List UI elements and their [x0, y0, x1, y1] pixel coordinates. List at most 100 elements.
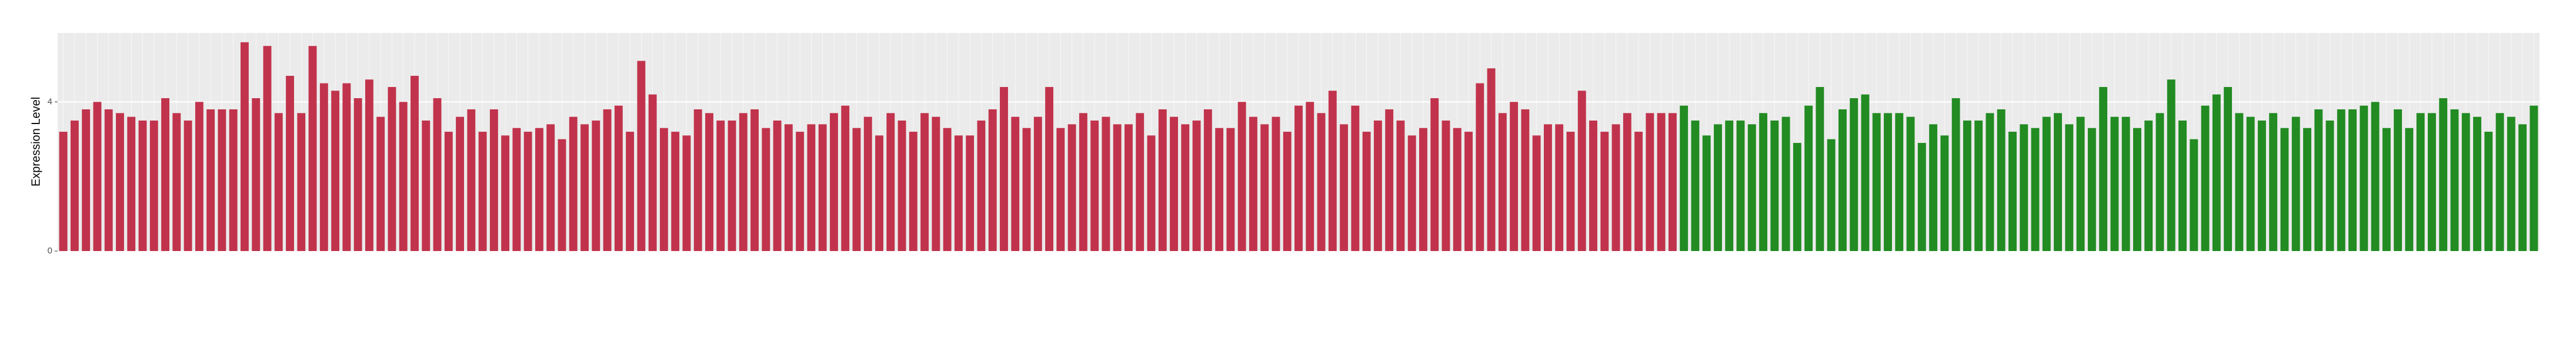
bar — [1714, 124, 1722, 251]
bar — [1283, 132, 1292, 251]
bar — [2439, 98, 2448, 251]
bar — [1668, 113, 1677, 251]
bar — [2201, 105, 2210, 251]
bar — [1272, 116, 1280, 251]
bar — [422, 121, 431, 251]
bar — [1532, 135, 1541, 251]
bar — [739, 113, 748, 251]
bar — [183, 121, 192, 251]
bar — [637, 61, 646, 252]
bar — [1033, 116, 1042, 251]
bar — [2008, 132, 2017, 251]
bar — [1011, 116, 1020, 251]
bar — [1022, 128, 1031, 251]
bar — [1340, 124, 1349, 251]
bar — [1566, 132, 1575, 251]
bar — [2280, 128, 2289, 251]
bar — [2212, 94, 2221, 251]
bar — [796, 132, 805, 251]
bar — [1940, 135, 1949, 251]
bar — [659, 128, 668, 251]
bar — [954, 135, 963, 251]
bar — [2269, 113, 2278, 251]
bar — [1419, 128, 1427, 251]
bar — [263, 46, 272, 251]
bar — [1442, 121, 1450, 251]
bar — [1997, 109, 2006, 251]
bar — [1906, 116, 1915, 251]
bar — [297, 113, 306, 251]
bar — [161, 98, 169, 251]
bar — [1056, 128, 1065, 251]
bar — [943, 128, 952, 251]
bar — [1872, 113, 1881, 251]
bar — [2144, 121, 2153, 251]
bar — [149, 121, 158, 251]
bar — [1192, 121, 1201, 251]
bar — [2224, 86, 2233, 251]
bar — [841, 105, 850, 251]
y-axis-label: Expression Level — [29, 97, 42, 186]
bar — [2394, 109, 2403, 251]
bar — [2473, 116, 2481, 251]
bar — [1430, 98, 1439, 251]
bar — [1215, 128, 1224, 251]
bar — [2087, 128, 2096, 251]
bar — [1249, 116, 1257, 251]
bar — [1067, 124, 1076, 251]
bar — [558, 139, 566, 251]
bar — [2020, 124, 2028, 251]
bar — [59, 132, 68, 251]
bar — [2428, 113, 2436, 251]
bar — [580, 124, 589, 251]
bar — [2348, 109, 2357, 251]
bar — [2337, 109, 2345, 251]
bar — [2291, 116, 2300, 251]
bar — [2303, 128, 2311, 251]
bar — [1974, 121, 1983, 251]
bar — [1498, 113, 1507, 251]
bar — [1351, 105, 1360, 251]
bar — [388, 86, 396, 251]
bar — [2405, 128, 2414, 251]
bar — [2495, 113, 2504, 251]
bar — [1555, 124, 1564, 251]
bar — [1917, 143, 1926, 251]
bar — [93, 102, 102, 251]
bar — [456, 116, 465, 251]
bar — [2190, 139, 2198, 251]
bar — [1963, 121, 1971, 251]
bar — [546, 124, 555, 251]
bar — [319, 83, 328, 251]
bar — [2099, 86, 2108, 251]
bar — [807, 124, 816, 251]
bar — [1373, 121, 1382, 251]
bar — [716, 121, 725, 251]
bar — [229, 109, 238, 251]
bar — [1079, 113, 1087, 251]
bar — [2484, 132, 2493, 251]
bar — [365, 79, 373, 251]
bar — [2382, 128, 2391, 251]
bar — [82, 109, 91, 251]
bar — [762, 128, 770, 251]
bar — [1793, 143, 1801, 251]
bar — [603, 109, 612, 251]
bar — [523, 132, 532, 251]
bar — [671, 132, 680, 251]
bar — [1838, 109, 1847, 251]
bar — [1362, 132, 1371, 251]
bar — [172, 113, 181, 251]
bar — [274, 113, 283, 251]
bar — [1396, 121, 1405, 251]
y-tick-label: 0 — [48, 246, 52, 256]
bar — [1158, 109, 1167, 251]
bar — [286, 75, 294, 251]
bar — [1317, 113, 1326, 251]
bar — [1476, 83, 1484, 251]
bar — [705, 113, 713, 251]
bar — [1453, 128, 1461, 251]
bar — [1816, 86, 1824, 251]
bar — [932, 116, 940, 251]
